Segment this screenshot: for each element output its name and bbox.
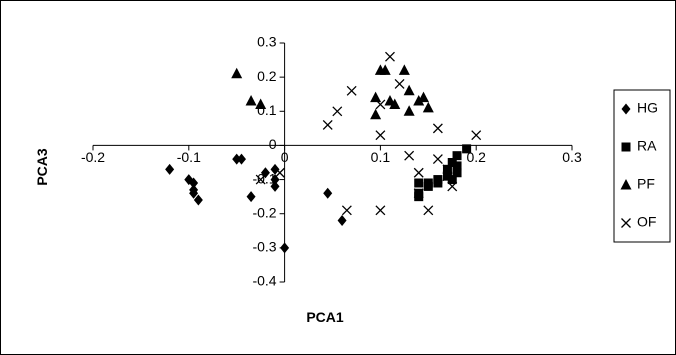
data-point-pf (231, 67, 243, 79)
data-point-of (432, 154, 443, 165)
data-point-of (394, 79, 405, 89)
data-point-ra (462, 144, 472, 154)
data-point-pf (422, 101, 434, 113)
y-tick-label: -0.2 (252, 204, 276, 220)
data-point-pf (255, 98, 267, 109)
data-point-of (413, 167, 424, 178)
legend-marker-pf (620, 179, 632, 190)
data-point-of (471, 130, 482, 141)
data-point-pf (403, 84, 415, 96)
data-point-of (404, 150, 415, 161)
data-point-pf (398, 64, 410, 75)
y-tick-label: 0.3 (257, 34, 277, 50)
legend-box (613, 89, 671, 243)
data-point-ra (452, 161, 462, 171)
data-point-hg (270, 180, 280, 192)
legend-label: RA (637, 138, 657, 154)
data-point-hg (270, 163, 280, 175)
data-point-hg (236, 153, 246, 165)
data-point-ra (447, 158, 457, 167)
data-point-of (341, 205, 352, 216)
data-point-hg (270, 174, 280, 186)
data-point-pf (379, 64, 391, 75)
series-pf (231, 64, 434, 120)
data-point-hg (189, 177, 199, 189)
legend-marker-of (621, 218, 631, 228)
data-point-ra (423, 181, 433, 191)
data-point-of (346, 85, 357, 96)
data-point-pf (389, 98, 401, 109)
data-point-of (255, 174, 266, 185)
data-point-ra (414, 178, 424, 188)
data-point-hg (165, 163, 175, 175)
x-tick-label: 0.1 (371, 149, 391, 165)
data-point-of (385, 51, 395, 62)
data-point-pf (413, 95, 425, 106)
data-point-hg (193, 194, 203, 206)
y-tick-label: 0 (269, 136, 277, 152)
data-point-of (442, 171, 453, 182)
data-point-of (432, 123, 443, 134)
x-tick-label: -0.1 (177, 149, 201, 165)
x-tick-label: 0.2 (466, 149, 486, 165)
data-point-hg (189, 187, 199, 199)
data-point-ra (433, 178, 443, 188)
data-point-pf (418, 91, 430, 103)
data-point-hg (260, 167, 270, 179)
data-point-ra (452, 168, 462, 178)
x-tick-label: -0.2 (81, 149, 105, 165)
legend-item-ra: RA (621, 138, 657, 154)
x-tick-label: 0.3 (562, 149, 582, 165)
legend-item-pf: PF (620, 176, 655, 192)
data-point-of (375, 99, 386, 110)
x-tick-label: 0 (281, 149, 289, 165)
data-point-pf (245, 95, 257, 106)
data-point-of (375, 205, 386, 216)
series-hg (165, 153, 347, 254)
data-point-of (274, 167, 285, 178)
data-point-of (322, 119, 333, 130)
y-tick-label: 0.2 (257, 68, 277, 84)
x-axis-title: PCA1 (306, 309, 344, 325)
data-point-of (447, 181, 458, 192)
data-point-hg (280, 242, 290, 254)
legend-marker-hg (621, 103, 631, 115)
legend-item-of: OF (621, 214, 656, 230)
legend-label: PF (637, 176, 655, 192)
data-point-pf (370, 91, 382, 103)
legend-label: OF (637, 214, 656, 230)
data-point-of (423, 205, 434, 216)
y-tick-label: -0.3 (252, 239, 276, 255)
y-axis-title: PCA3 (34, 148, 50, 186)
data-point-hg (337, 215, 347, 227)
data-point-of (375, 130, 386, 141)
data-point-hg (232, 153, 242, 165)
data-point-of (413, 188, 424, 199)
y-tick-label: -0.4 (252, 273, 276, 289)
legend-item-hg: HG (621, 100, 658, 116)
data-point-pf (403, 105, 415, 116)
data-point-pf (370, 108, 382, 120)
series-of (255, 51, 482, 216)
legend-marker-ra (621, 142, 631, 152)
data-point-hg (323, 187, 333, 199)
data-point-ra (452, 151, 462, 161)
data-point-hg (246, 191, 256, 203)
data-point-ra (447, 175, 457, 185)
legend-label: HG (637, 100, 658, 116)
data-point-of (332, 106, 343, 117)
